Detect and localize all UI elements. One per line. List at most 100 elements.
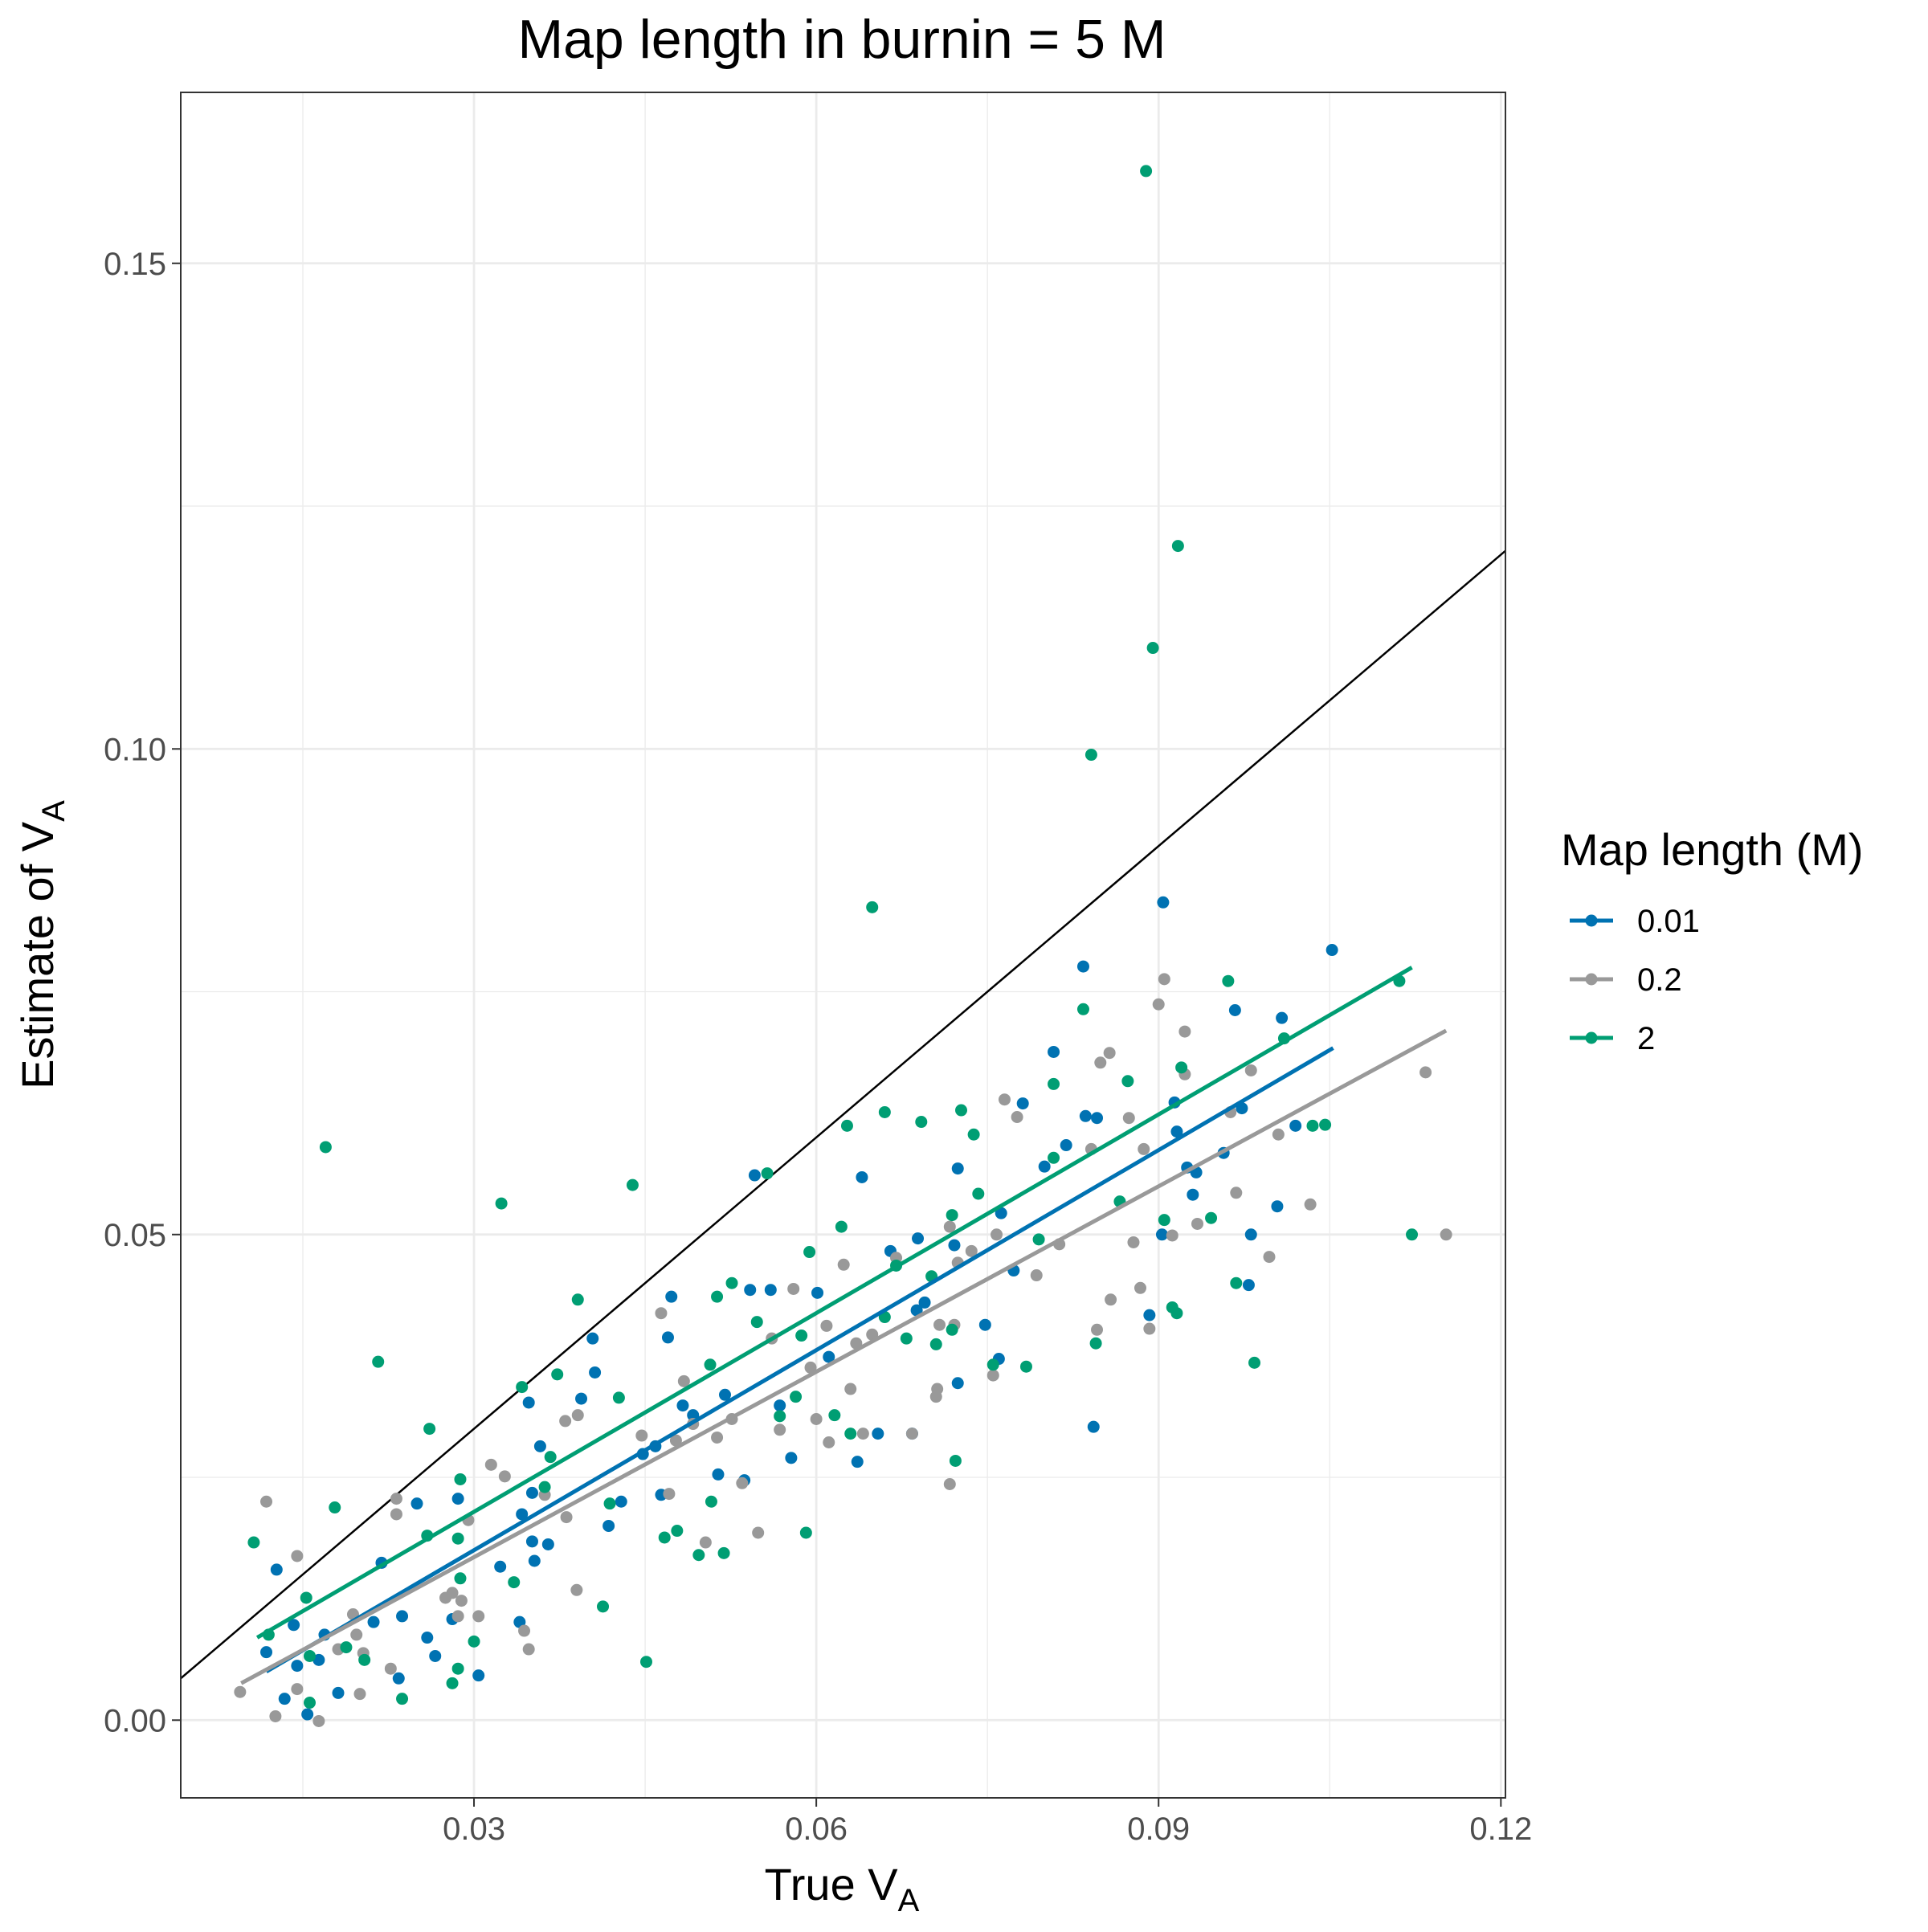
point	[1094, 1056, 1107, 1069]
point	[340, 1641, 353, 1654]
fit-line	[240, 1028, 1448, 1685]
point	[717, 1546, 730, 1559]
point	[518, 1624, 531, 1637]
point	[541, 1538, 554, 1550]
point	[823, 1350, 835, 1363]
point	[446, 1587, 459, 1599]
point	[844, 1383, 857, 1395]
point	[692, 1549, 705, 1562]
point	[525, 1486, 538, 1499]
point	[571, 1293, 584, 1306]
fit-line	[255, 966, 1413, 1640]
point	[533, 1440, 546, 1452]
point	[1091, 1112, 1104, 1125]
point	[301, 1708, 314, 1721]
point	[1175, 1061, 1188, 1074]
point	[1171, 540, 1184, 553]
point	[538, 1481, 551, 1493]
point	[967, 1128, 980, 1141]
point	[498, 1470, 511, 1483]
point	[508, 1576, 521, 1589]
point	[810, 1412, 823, 1425]
point	[1143, 1322, 1156, 1335]
point	[774, 1410, 786, 1423]
point	[472, 1669, 485, 1682]
point	[384, 1662, 397, 1675]
legend-marker	[1585, 1031, 1598, 1044]
point	[995, 1207, 1007, 1219]
point	[1158, 1214, 1170, 1227]
point	[372, 1355, 385, 1368]
point	[358, 1653, 371, 1666]
point	[1105, 1293, 1117, 1306]
point	[785, 1452, 798, 1464]
point	[933, 1318, 946, 1331]
point	[787, 1282, 800, 1295]
point	[1304, 1198, 1317, 1211]
point	[1272, 1128, 1285, 1141]
point	[260, 1495, 273, 1508]
point	[1076, 960, 1089, 973]
point	[1242, 1279, 1255, 1292]
point	[455, 1595, 468, 1607]
point	[570, 1583, 583, 1596]
point	[635, 1429, 648, 1442]
point	[671, 1525, 684, 1538]
point	[451, 1662, 464, 1675]
point	[1419, 1066, 1432, 1079]
point	[1263, 1251, 1276, 1264]
point	[872, 1428, 884, 1440]
point	[300, 1591, 312, 1604]
point	[900, 1332, 913, 1345]
point	[1143, 1309, 1156, 1321]
point	[1157, 896, 1170, 909]
point	[269, 1709, 282, 1722]
point	[1089, 1337, 1102, 1350]
point	[1244, 1064, 1257, 1076]
point	[677, 1374, 690, 1387]
point	[396, 1693, 409, 1705]
legend-marker	[1585, 914, 1598, 927]
x-axis-title: True VA	[765, 1859, 920, 1918]
y-tick-label: 0.15	[104, 247, 166, 282]
point	[1191, 1217, 1204, 1230]
point	[626, 1178, 639, 1191]
point	[329, 1501, 341, 1514]
point	[986, 1369, 999, 1382]
x-axis-title-text: True V	[765, 1859, 899, 1910]
point	[603, 1497, 616, 1510]
point	[669, 1434, 682, 1447]
point	[1230, 1276, 1243, 1289]
point	[1048, 1077, 1060, 1090]
point	[820, 1319, 833, 1332]
point	[1289, 1119, 1302, 1132]
point	[495, 1197, 508, 1210]
point	[615, 1495, 627, 1508]
y-axis-title-subscript: A	[36, 800, 71, 822]
point	[390, 1493, 402, 1505]
y-tick-label: 0.00	[104, 1703, 166, 1738]
point	[1103, 1047, 1116, 1060]
x-tick-label: 0.03	[443, 1812, 505, 1847]
legend-label: 0.2	[1637, 962, 1682, 998]
y-axis-title-text: Estimate of V	[12, 821, 63, 1089]
legend-label: 2	[1637, 1021, 1655, 1056]
point	[915, 1116, 928, 1129]
y-axis-title: Estimate of VA	[12, 800, 71, 1089]
point	[712, 1468, 725, 1481]
point	[918, 1296, 931, 1309]
point	[288, 1619, 300, 1632]
x-axis-title-subscript: A	[898, 1883, 920, 1918]
point	[1248, 1356, 1261, 1369]
point	[602, 1519, 615, 1532]
point	[423, 1423, 436, 1436]
reference-line	[181, 549, 1505, 1680]
point	[744, 1284, 757, 1297]
point	[544, 1451, 557, 1464]
point	[612, 1391, 625, 1404]
point	[522, 1643, 535, 1656]
point	[1016, 1097, 1029, 1110]
point	[699, 1536, 712, 1549]
point	[1166, 1229, 1178, 1242]
